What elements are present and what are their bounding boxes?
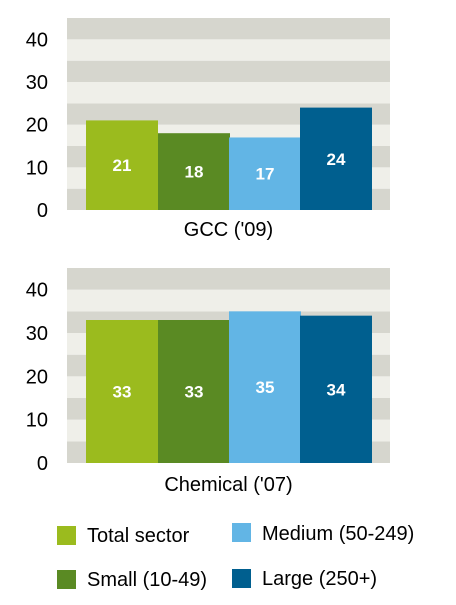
bar-large-250 xyxy=(300,107,372,210)
data-label: 17 xyxy=(256,165,275,184)
legend-label-medium-50-249: Medium (50-249) xyxy=(262,523,414,545)
y-tick-label: 20 xyxy=(26,115,48,137)
legend-swatch-medium-50-249 xyxy=(232,523,251,542)
y-tick-label: 10 xyxy=(26,410,48,432)
grid-band xyxy=(67,289,390,312)
y-tick-label: 10 xyxy=(26,157,48,179)
y-tick-label: 40 xyxy=(26,29,48,51)
grid-band xyxy=(67,18,390,40)
bar-total-sector xyxy=(86,320,158,463)
data-label: 33 xyxy=(113,383,132,402)
data-label: 24 xyxy=(327,150,346,169)
legend-swatch-large-250 xyxy=(232,569,251,588)
grid-band xyxy=(67,60,390,82)
bar-large-250 xyxy=(300,315,372,463)
y-tick-label: 0 xyxy=(37,200,48,222)
data-label: 35 xyxy=(256,378,275,397)
category-label: GCC ('09) xyxy=(184,219,273,241)
bar-small-10-49 xyxy=(158,133,230,210)
data-label: 33 xyxy=(185,383,204,402)
category-label: Chemical ('07) xyxy=(164,474,292,496)
y-tick-label: 30 xyxy=(26,72,48,94)
legend: Total sector Medium (50-249) Small (10-49)… xyxy=(57,523,414,591)
grid-band xyxy=(67,82,390,104)
y-tick-label: 40 xyxy=(26,280,48,302)
bar-medium-50-249 xyxy=(229,137,301,210)
bar-small-10-49 xyxy=(158,320,230,463)
legend-label-large-250: Large (250+) xyxy=(262,568,377,590)
data-label: 34 xyxy=(327,380,346,399)
legend-swatch-small-10-49 xyxy=(57,570,76,589)
bar-medium-50-249 xyxy=(229,311,301,463)
chart-panel-2: 0 10 20 30 40 33 33 35 34 Chemical ('07) xyxy=(26,268,390,496)
data-label: 18 xyxy=(185,163,204,182)
y-tick-label: 0 xyxy=(37,453,48,475)
y-tick-label: 30 xyxy=(26,323,48,345)
chart-panel-1: 0 10 20 30 40 21 18 17 24 GCC ('09) xyxy=(26,18,390,241)
legend-swatch-total-sector xyxy=(57,526,76,545)
grid-band xyxy=(67,39,390,61)
data-label: 21 xyxy=(113,156,132,175)
grid-band xyxy=(67,268,390,290)
legend-label-small-10-49: Small (10-49) xyxy=(87,569,207,591)
legend-label-total-sector: Total sector xyxy=(87,525,190,547)
y-tick-label: 20 xyxy=(26,366,48,388)
bar-total-sector xyxy=(86,120,158,210)
